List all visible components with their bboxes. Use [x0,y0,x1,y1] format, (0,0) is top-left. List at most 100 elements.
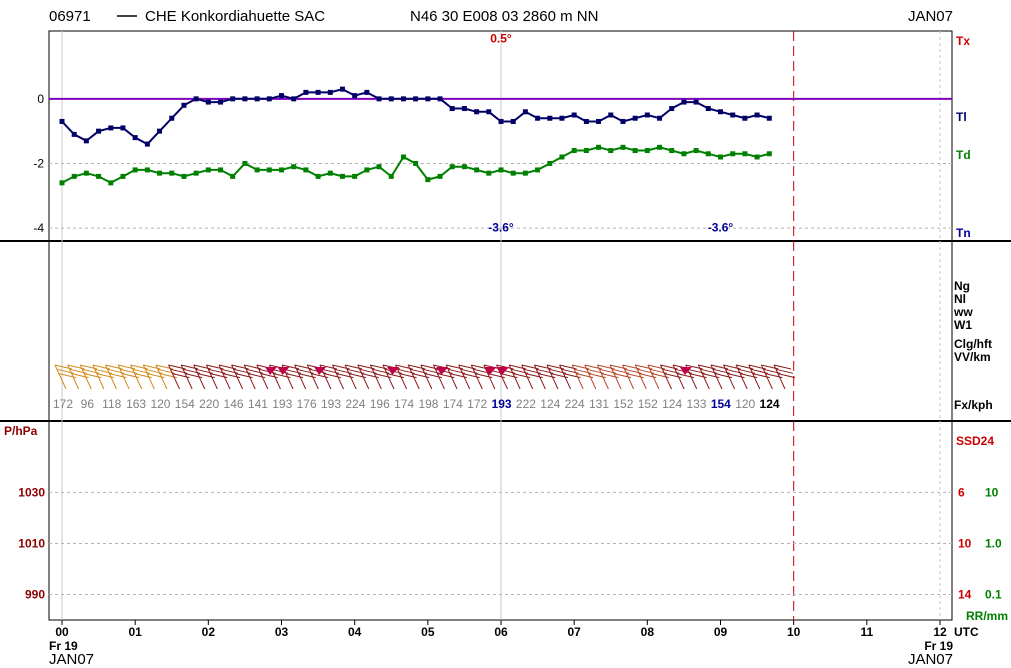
data-point-tl [193,96,199,102]
data-point-td [644,148,650,154]
gust-value: 172 [53,397,73,411]
wind-barb-staff [79,364,92,390]
wind-flag [277,367,290,375]
wind-barb-staff [609,364,622,390]
data-point-tl [632,115,638,121]
footer-month-left: JAN07 [49,651,94,668]
data-point-td [498,167,504,173]
gust-value: 222 [516,397,536,411]
footer-month-right: JAN07 [908,651,953,668]
data-point-td [425,177,431,183]
data-point-td [400,154,406,160]
temp-y-tick-label: 0 [37,92,44,106]
wind-barb-staff [231,364,244,390]
data-point-td [632,148,638,154]
data-point-td [315,173,321,179]
gust-value: 193 [321,397,341,411]
wind-barb-staff [634,364,647,390]
label-w1: W1 [954,318,972,332]
wind-barb-staff [218,364,231,390]
label-tx: Tx [956,34,970,48]
data-point-tl [205,99,211,105]
wind-barb-staff [773,364,786,390]
gust-value: 120 [150,397,170,411]
wind-barb-staff [622,364,635,390]
wind-barb-staff [142,364,155,390]
x-tick-label: 10 [787,625,801,639]
wind-barb-staff [470,364,483,390]
wind-barb-staff [571,364,584,390]
wind-barb-staff [508,364,521,390]
data-point-tl [571,112,577,118]
ssd-tick-label: 6 [958,485,965,499]
label-tn: Tn [956,226,971,240]
data-point-tl [535,115,541,121]
gust-value: 176 [297,397,317,411]
gust-value: 152 [638,397,658,411]
data-point-tl [449,106,455,112]
data-point-tl [157,128,163,134]
wind-barb-staff [533,364,546,390]
data-point-td [437,173,443,179]
data-point-td [620,144,626,150]
data-point-td [559,154,565,160]
wind-flag [497,367,509,375]
wind-barb-staff [155,364,168,390]
data-point-tl [498,118,504,124]
ssd-tick-label: 10 [958,536,972,550]
wind-barb-staff [306,364,319,390]
gust-value: 124 [662,397,682,411]
x-tick-label: 07 [567,625,581,639]
gust-value: 154 [175,397,195,411]
data-point-tl [583,118,589,124]
data-point-tl [364,89,370,95]
data-point-td [120,173,126,179]
gust-value: 146 [224,397,244,411]
data-point-tl [705,106,711,112]
period-top: JAN07 [908,8,953,25]
data-point-tl [510,118,516,124]
data-point-tl [242,96,248,102]
wind-barb [458,364,480,390]
wind-barb-staff [168,364,180,390]
data-point-td [535,167,541,173]
data-point-tl [657,115,663,121]
data-point-td [230,173,236,179]
gust-value: 154 [711,397,731,411]
data-point-td [461,164,467,170]
data-point-td [352,173,358,179]
data-point-tl [730,112,736,118]
temp-y-tick-label: -2 [33,156,44,170]
data-point-td [169,170,175,176]
x-tick-label: 05 [421,625,435,639]
data-point-td [474,167,480,173]
wind-flag [436,367,449,375]
wind-barb-staff [710,364,723,390]
data-point-tl [315,89,321,95]
rr-tick-label: 10 [985,485,999,499]
wind-barb-staff [748,364,761,390]
data-point-td [218,167,224,173]
data-point-td [376,164,382,170]
x-tick-label: 11 [860,625,873,639]
temperature-panel: 0 -2 -4 0.5° -3.6° -3.6° [33,31,952,235]
gust-value: 141 [248,397,268,411]
data-point-tl [425,96,431,102]
wind-barb-staff [672,364,685,390]
wind-barb-staff [294,364,307,390]
data-point-tl [486,109,492,115]
label-td: Td [956,148,971,162]
footer-day-left: Fr 19 [49,639,78,653]
data-point-tl [754,112,760,118]
data-point-tl [108,125,114,131]
data-point-td [96,173,102,179]
data-point-tl [327,89,333,95]
gust-value: 193 [272,397,292,411]
data-point-tl [230,96,236,102]
gust-value: 172 [467,397,487,411]
wind-barb-staff [332,364,344,390]
station-id: 06971 [49,8,91,25]
data-point-tl [388,96,394,102]
data-point-td [766,151,772,157]
